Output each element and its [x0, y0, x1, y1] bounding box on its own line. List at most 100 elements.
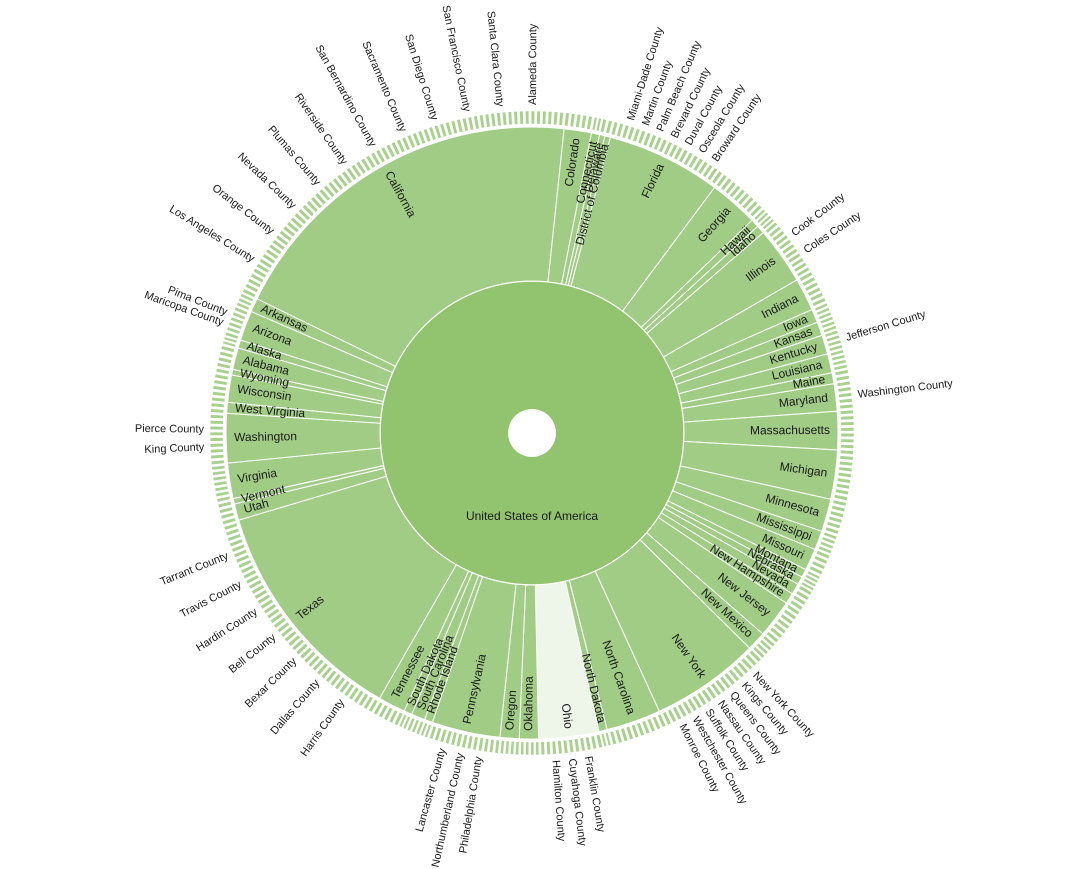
county-arc[interactable]: [807, 570, 821, 580]
county-arc[interactable]: [226, 326, 241, 335]
county-arc[interactable]: [484, 113, 491, 128]
county-arc[interactable]: [536, 110, 541, 125]
county-arc[interactable]: [391, 141, 401, 156]
county-arc[interactable]: [792, 595, 807, 606]
county-arc[interactable]: [378, 704, 389, 719]
county-arc[interactable]: [299, 647, 313, 660]
county-arc[interactable]: [626, 126, 635, 141]
county-arc[interactable]: [824, 329, 839, 338]
county-arc[interactable]: [840, 427, 855, 432]
county-arc[interactable]: [353, 689, 365, 704]
county-arc[interactable]: [710, 682, 722, 696]
county-arc[interactable]: [360, 157, 372, 172]
county-arc[interactable]: [236, 302, 250, 311]
county-arc[interactable]: [525, 110, 530, 125]
county-arc[interactable]: [839, 455, 854, 461]
county-arc[interactable]: [729, 185, 741, 198]
county-arc[interactable]: [325, 669, 337, 683]
county-arc[interactable]: [756, 212, 769, 224]
county-arc[interactable]: [232, 311, 246, 321]
county-arc[interactable]: [553, 111, 559, 126]
county-arc[interactable]: [840, 433, 855, 438]
county-arc[interactable]: [415, 721, 424, 735]
county-arc[interactable]: [736, 661, 749, 675]
county-arc[interactable]: [781, 243, 795, 255]
county-arc[interactable]: [327, 181, 340, 195]
county-arc[interactable]: [809, 292, 824, 302]
county-arc[interactable]: [268, 243, 283, 255]
county-arc[interactable]: [728, 668, 740, 682]
county-arc[interactable]: [265, 248, 279, 260]
county-arc[interactable]: [673, 146, 684, 161]
county-arc[interactable]: [839, 461, 853, 467]
county-arc[interactable]: [621, 124, 630, 139]
county-arc[interactable]: [641, 720, 651, 735]
county-arc[interactable]: [780, 613, 794, 625]
county-arc[interactable]: [215, 490, 230, 498]
county-arc[interactable]: [428, 725, 437, 740]
county-arc[interactable]: [741, 196, 754, 210]
county-arc[interactable]: [219, 351, 234, 359]
county-arc[interactable]: [393, 711, 404, 726]
county-arc[interactable]: [388, 709, 399, 724]
county-arc[interactable]: [318, 188, 331, 202]
county-arc[interactable]: [209, 425, 224, 431]
county-arc[interactable]: [836, 477, 851, 484]
county-arc[interactable]: [350, 164, 362, 178]
county-arc[interactable]: [819, 316, 834, 325]
county-arc[interactable]: [214, 485, 229, 492]
county-arc[interactable]: [211, 465, 226, 471]
county-arc[interactable]: [507, 111, 513, 126]
county-arc[interactable]: [348, 686, 360, 701]
county-arc[interactable]: [483, 738, 490, 753]
county-arc[interactable]: [223, 522, 238, 531]
county-arc[interactable]: [520, 741, 525, 756]
county-arc[interactable]: [542, 110, 547, 125]
county-arc[interactable]: [211, 396, 226, 403]
county-arc[interactable]: [799, 271, 813, 282]
county-arc[interactable]: [209, 420, 224, 425]
county-arc[interactable]: [787, 252, 802, 264]
county-arc[interactable]: [445, 730, 453, 745]
county-arc[interactable]: [286, 221, 300, 234]
county-arc[interactable]: [450, 731, 458, 746]
county-arc[interactable]: [837, 472, 852, 478]
county-arc[interactable]: [477, 737, 484, 752]
county-arc[interactable]: [238, 297, 252, 307]
county-arc[interactable]: [235, 554, 250, 564]
county-arc[interactable]: [801, 276, 816, 287]
county-arc[interactable]: [494, 739, 500, 754]
county-arc[interactable]: [242, 288, 257, 298]
county-arc[interactable]: [220, 345, 235, 353]
county-arc[interactable]: [450, 120, 458, 135]
county-arc[interactable]: [546, 741, 551, 755]
county-arc[interactable]: [434, 727, 442, 742]
county-arc[interactable]: [224, 331, 239, 340]
county-arc[interactable]: [417, 130, 426, 145]
county-arc[interactable]: [298, 208, 311, 221]
county-arc[interactable]: [683, 152, 694, 166]
county-arc[interactable]: [307, 654, 321, 668]
county-arc[interactable]: [412, 132, 421, 147]
county-arc[interactable]: [479, 114, 486, 129]
county-arc[interactable]: [636, 722, 645, 737]
county-arc[interactable]: [380, 146, 391, 161]
county-arc[interactable]: [682, 700, 693, 715]
county-arc[interactable]: [455, 733, 463, 748]
county-arc[interactable]: [222, 340, 237, 348]
county-arc[interactable]: [225, 528, 240, 537]
county-arc[interactable]: [812, 297, 827, 307]
county-arc[interactable]: [551, 740, 557, 755]
county-arc[interactable]: [832, 499, 847, 507]
county-arc[interactable]: [228, 321, 243, 330]
county-arc[interactable]: [240, 293, 254, 303]
county-arc[interactable]: [667, 708, 677, 723]
county-arc[interactable]: [240, 564, 255, 574]
county-arc[interactable]: [803, 578, 817, 588]
county-arc[interactable]: [530, 110, 535, 125]
county-arc[interactable]: [373, 701, 384, 716]
county-arc[interactable]: [401, 136, 411, 151]
county-arc[interactable]: [836, 380, 851, 387]
county-arc[interactable]: [702, 164, 714, 178]
county-arc[interactable]: [740, 657, 753, 671]
